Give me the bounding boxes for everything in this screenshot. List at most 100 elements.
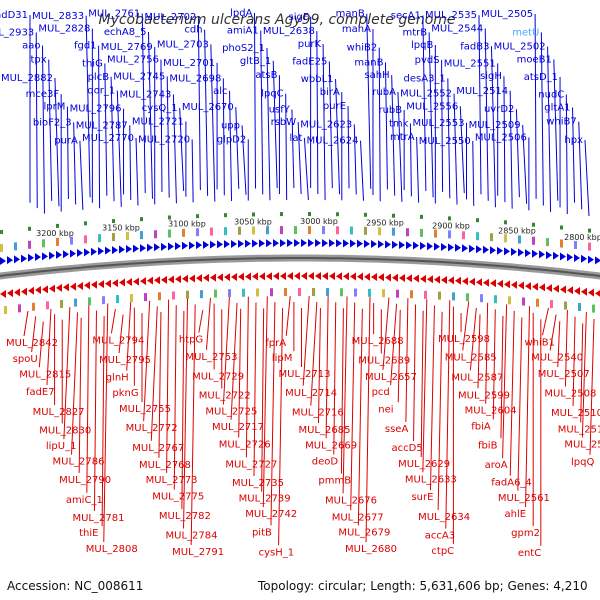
forward-gene-label[interactable]: cysQ_1 [142,103,178,114]
forward-gene-label[interactable]: MUL_2638 [263,26,315,37]
forward-gene-label[interactable]: MUL_2828 [38,24,90,35]
forward-gene-label[interactable]: glpD2 [217,134,247,145]
reverse-gene-label[interactable]: MUL_2790 [59,475,111,486]
reverse-gene-label[interactable]: entC [518,548,541,559]
forward-gene-label[interactable]: MUL_2743 [119,89,171,100]
forward-gene-label[interactable]: MUL_2551 [444,58,496,69]
forward-gene-label[interactable]: plcB [88,72,110,83]
reverse-gene-label[interactable]: MUL_2794 [92,335,144,346]
forward-gene-label[interactable]: sigH [480,71,502,82]
reverse-gene-label[interactable]: MUL_2714 [285,388,337,399]
forward-gene-label[interactable]: purA [54,136,78,147]
forward-gene-label[interactable]: gltA1 [544,103,570,114]
forward-gene-label[interactable]: lpqC [261,89,283,100]
forward-gene-label[interactable]: MUL_2514 [456,86,508,97]
reverse-gene-label[interactable]: MUL_2786 [53,457,105,468]
reverse-gene-label[interactable]: MUL_2598 [438,334,490,345]
reverse-gene-label[interactable]: htpG [179,335,203,346]
forward-gene-label[interactable]: MUL_2535 [425,10,477,21]
forward-gene-label[interactable]: purK [298,39,322,50]
reverse-gene-label[interactable]: MUL_2781 [72,513,124,524]
reverse-gene-label[interactable]: thiE [79,528,98,539]
reverse-gene-label[interactable]: MUL_2629 [398,459,450,470]
reverse-gene-label[interactable]: spoU [13,354,38,365]
forward-gene-label[interactable]: mtrA [390,132,415,143]
reverse-gene-label[interactable]: nei [378,404,393,415]
forward-gene-label[interactable]: manB [354,57,383,68]
reverse-gene-label[interactable]: pcd [372,387,390,398]
reverse-gene-label[interactable]: lpqQ [571,457,594,468]
forward-gene-label[interactable]: fadD31 [0,10,28,21]
forward-gene-label[interactable]: thiG [82,58,103,69]
reverse-gene-label[interactable]: MUL_2540 [531,352,583,363]
forward-gene-label[interactable]: metU [512,27,539,38]
forward-gene-label[interactable]: MUL_2761 [88,9,140,20]
forward-gene-label[interactable]: MUL_2698 [169,73,221,84]
reverse-gene-label[interactable]: MUL_2685 [298,425,350,436]
reverse-gene-label[interactable]: MUL_2753 [185,352,237,363]
reverse-gene-label[interactable]: aroA [485,460,508,471]
forward-gene-label[interactable]: MUL_2721 [132,117,184,128]
reverse-gene-label[interactable]: fbiB [478,440,498,451]
forward-gene-label[interactable]: manA [342,24,371,35]
reverse-gene-label[interactable]: deoD [312,457,339,468]
forward-gene-label[interactable]: whiB7 [546,117,577,128]
reverse-gene-label[interactable]: MUL_2842 [6,338,58,349]
reverse-gene-label[interactable]: MUL_2768 [139,460,191,471]
forward-gene-label[interactable]: fadE25 [292,56,327,67]
forward-gene-label[interactable]: MUL_2933 [0,27,34,38]
forward-gene-label[interactable]: uvrD2 [484,104,514,115]
reverse-gene-label[interactable]: MUL_2795 [99,355,151,366]
reverse-gene-label[interactable]: ahlE [505,509,527,520]
reverse-gene-label[interactable]: MUL_2815 [19,369,71,380]
forward-gene-label[interactable]: phoS2_1 [222,43,265,54]
reverse-gene-label[interactable]: surE [411,492,433,503]
reverse-gene-label[interactable]: ctpC [431,546,454,557]
forward-gene-label[interactable]: mce3F [26,89,60,100]
forward-gene-label[interactable]: moeB1 [517,55,552,66]
reverse-gene-label[interactable]: MUL_2739 [239,494,291,505]
reverse-gene-label[interactable]: lipM [272,353,293,364]
forward-gene-label[interactable]: qor_1 [87,86,115,97]
reverse-gene-label[interactable]: MUL_2725 [205,407,257,418]
forward-gene-label[interactable]: lprM [44,102,66,113]
forward-gene-label[interactable]: MUL_2769 [101,42,153,53]
reverse-gene-label[interactable]: MUL_2713 [279,369,331,380]
reverse-gene-label[interactable]: accA3 [425,530,455,541]
forward-gene-label[interactable]: tpx [31,55,47,66]
reverse-gene-label[interactable]: MUL_2722 [199,391,251,402]
forward-gene-label[interactable]: whiB2 [347,43,378,54]
forward-gene-label[interactable]: sahH [364,70,389,81]
reverse-gene-label[interactable]: MUL_2513 [558,424,600,435]
reverse-gene-label[interactable]: MUL_2827 [33,407,85,418]
reverse-gene-label[interactable]: whiB1 [524,337,555,348]
forward-gene-label[interactable]: MUL_2702 [144,12,196,23]
reverse-gene-label[interactable]: MUL_2717 [212,422,264,433]
reverse-gene-label[interactable]: MUL_2657 [365,372,417,383]
reverse-gene-label[interactable]: MUL_2689 [358,355,410,366]
forward-gene-label[interactable]: mtrB [402,27,427,38]
forward-gene-label[interactable]: lpqB [411,40,433,51]
forward-gene-label[interactable]: MUL_2701 [163,58,215,69]
forward-gene-label[interactable]: MUL_2502 [494,42,546,53]
forward-gene-label[interactable]: MUL_2745 [113,71,165,82]
forward-gene-label[interactable]: fgd1 [74,41,97,52]
forward-gene-label[interactable]: wbbL1 [301,74,334,85]
forward-gene-label[interactable]: echA8_5 [104,27,147,38]
forward-gene-label[interactable]: MUL_2550 [419,136,471,147]
reverse-gene-label[interactable]: MUL_2767 [132,443,184,454]
reverse-gene-label[interactable]: MUL_2808 [86,544,138,555]
reverse-gene-label[interactable]: MUL_2830 [39,425,91,436]
reverse-gene-label[interactable]: MUL_2587 [451,372,503,383]
forward-gene-label[interactable]: lat [290,133,303,144]
reverse-gene-label[interactable]: MUL_2604 [465,406,517,417]
forward-gene-label[interactable]: lpdA [230,8,252,19]
forward-gene-label[interactable]: purE [323,101,346,112]
forward-gene-label[interactable]: amiA1 [227,26,259,37]
reverse-gene-label[interactable]: cysH_1 [259,547,295,558]
reverse-gene-label[interactable]: MUL_2669 [305,440,357,451]
forward-gene-label[interactable]: manB [336,9,365,20]
reverse-gene-label[interactable]: MUL_2772 [126,423,178,434]
forward-gene-label[interactable]: rubB [378,105,402,116]
reverse-gene-label[interactable]: MUL_2716 [292,408,344,419]
